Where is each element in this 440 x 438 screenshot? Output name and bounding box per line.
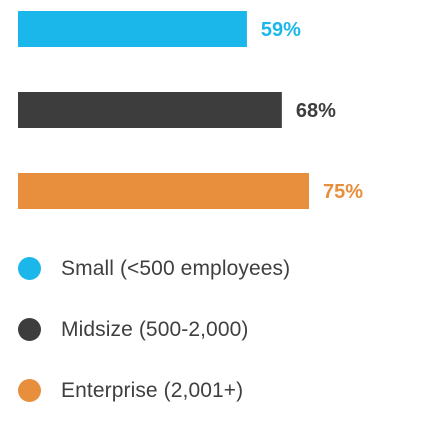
- legend-swatch-midsize: [18, 318, 41, 341]
- data-label-enterprise: 75%: [323, 181, 363, 203]
- bar-enterprise: [18, 173, 309, 209]
- legend-label-midsize: Midsize (500-2,000): [61, 317, 249, 341]
- bar-small: [18, 11, 247, 47]
- data-label-small: 59%: [261, 19, 301, 41]
- data-label-midsize: 68%: [296, 100, 336, 122]
- bar-chart: 59% 68% 75%: [18, 11, 363, 209]
- legend-swatch-small: [18, 257, 41, 280]
- legend-swatch-enterprise: [18, 379, 41, 402]
- legend-item-enterprise: Enterprise (2,001+): [18, 377, 418, 404]
- bar-midsize: [18, 92, 282, 128]
- legend-label-small: Small (<500 employees): [61, 256, 291, 280]
- legend: Small (<500 employees) Midsize (500-2,00…: [18, 255, 418, 438]
- legend-item-midsize: Midsize (500-2,000): [18, 316, 418, 343]
- legend-label-enterprise: Enterprise (2,001+): [61, 378, 244, 402]
- chart-canvas: 59% 68% 75% Small (<500 employees) Midsize…: [18, 11, 364, 402]
- legend-item-small: Small (<500 employees): [18, 255, 418, 282]
